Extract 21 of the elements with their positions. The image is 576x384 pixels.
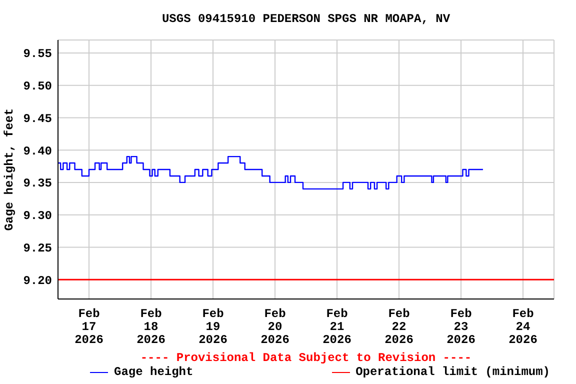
x-tick-label: Feb 19 2026 xyxy=(198,307,228,347)
y-axis-title: Gage height, feet xyxy=(2,108,16,231)
legend-label: Operational limit (minimum) xyxy=(356,365,550,379)
text: ---- Provisional Data Subject to Revision ---- xyxy=(139,351,473,365)
legend-label: Gage height xyxy=(114,365,194,379)
y-tick-label: 9.45 xyxy=(23,112,52,126)
x-tick-label: Feb 21 2026 xyxy=(322,307,352,347)
y-tick-label: 9.55 xyxy=(23,47,52,62)
x-tick-label: Feb 22 2026 xyxy=(384,307,414,347)
y-tick-label: 9.30 xyxy=(23,209,52,224)
y-tick-label: 9.20 xyxy=(23,274,52,288)
chart-title: USGS 09415910 PEDERSON SPGS NR MOAPA, NV xyxy=(160,12,452,26)
x-tick-label: Feb 17 2026 xyxy=(74,307,104,347)
x-tick-label: Feb 23 2026 xyxy=(446,307,476,347)
y-tick-label: 9.50 xyxy=(23,80,52,94)
x-tick-label: Feb 24 2026 xyxy=(508,307,538,347)
y-tick-label: 9.40 xyxy=(23,144,52,158)
y-tick-label: 9.25 xyxy=(23,241,52,256)
y-tick-label: 9.35 xyxy=(23,176,52,191)
x-tick-label: Feb 20 2026 xyxy=(260,307,290,347)
x-tick-label: Feb 18 2026 xyxy=(136,307,166,347)
